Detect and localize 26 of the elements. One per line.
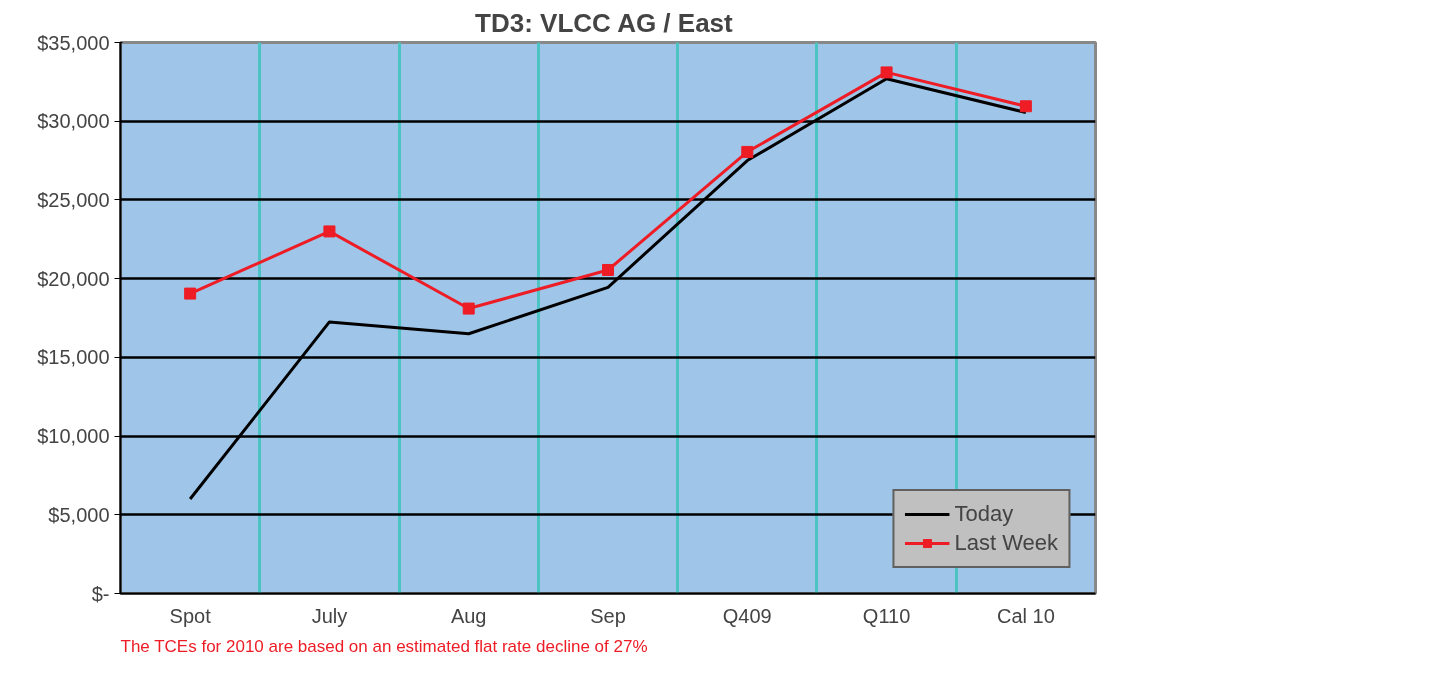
- y-tick-label: $-: [91, 582, 110, 605]
- point: [602, 263, 614, 276]
- x-tick-label: Sep: [590, 604, 626, 627]
- point: [1019, 100, 1032, 113]
- y-tick-label: $15,000: [37, 346, 110, 369]
- y-tick-label: $30,000: [37, 110, 110, 133]
- chart-title: TD3: VLCC AG / East: [475, 7, 734, 38]
- y-tick-label: $25,000: [37, 188, 110, 211]
- point: [323, 225, 336, 238]
- x-tick-label: Aug: [450, 604, 487, 627]
- point: [184, 287, 197, 300]
- x-tick-label: Cal 10: [996, 604, 1055, 627]
- point: [462, 302, 475, 315]
- text: The TCEs for 2010 are based on an estimated flat rate decline of 27%: [120, 636, 648, 656]
- y-tick-label: $35,000: [37, 31, 110, 54]
- point: [741, 145, 754, 158]
- x-tick-label: Q110: [862, 604, 911, 627]
- point: [880, 66, 893, 79]
- y-tick-label: $10,000: [37, 425, 110, 448]
- x-tick-label: July: [311, 604, 348, 627]
- legend-label: Today: [954, 501, 1014, 527]
- y-tick-label: $5,000: [48, 503, 110, 526]
- legend-label: Last Week: [954, 530, 1058, 556]
- x-tick-label: Q409: [722, 604, 772, 627]
- x-tick-label: Spot: [169, 604, 212, 627]
- y-tick-label: $20,000: [37, 267, 110, 290]
